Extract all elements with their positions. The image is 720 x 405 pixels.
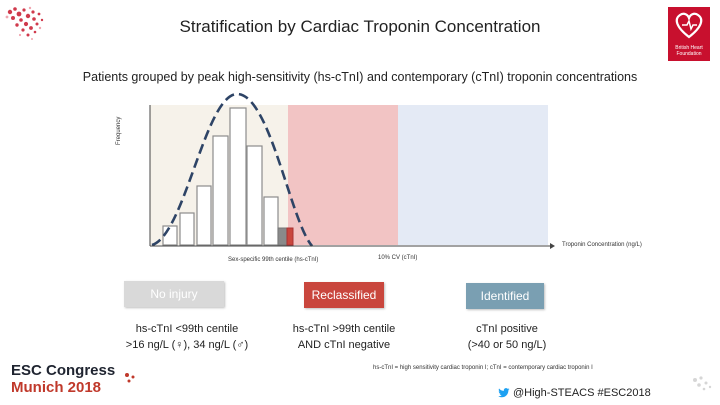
- histogram-bar-3: [196, 185, 212, 246]
- no-injury-line2: >16 ng/L (♀), 34 ng/L (♂): [125, 339, 249, 351]
- esc-dots-icon: [125, 373, 135, 383]
- x-axis-arrow-icon: [550, 243, 555, 249]
- histogram-bar-tail-grey: [277, 227, 288, 246]
- page-subtitle: Patients grouped by peak high-sensitivit…: [82, 70, 638, 84]
- twitter-handle: @High-STEACS #ESC2018: [498, 387, 651, 399]
- decorative-dots-top: [5, 6, 44, 40]
- esc-congress-line1: ESC Congress: [11, 362, 116, 379]
- no-injury-button: No injury: [124, 281, 224, 307]
- histogram-bar-6: [246, 145, 263, 246]
- threshold-99th-label: Sex-specific 99th centile (hs-cTnI): [228, 257, 319, 263]
- reclassified-button: Reclassified: [304, 282, 384, 308]
- x-axis-label: Troponin Concentration (ng/L): [562, 242, 642, 248]
- no-injury-line1: hs-cTnI <99th centile: [135, 323, 239, 335]
- histogram-bar-4: [212, 135, 229, 246]
- identified-line1: cTnI positive: [476, 323, 538, 335]
- decorative-dots-bottom: [693, 376, 712, 391]
- bhf-logo-text: British Heart Foundation: [675, 45, 703, 57]
- histogram-bar-2: [179, 212, 195, 246]
- no-injury-description: hs-cTnI <99th centile >16 ng/L (♀), 34 n…: [112, 321, 262, 353]
- y-axis-label: Frequency: [116, 116, 122, 145]
- identified-button: Identified: [466, 283, 544, 309]
- histogram-bar-7: [263, 196, 279, 246]
- esc-congress-logo: ESC Congress Munich 2018: [11, 362, 115, 396]
- distribution-curve: [151, 92, 314, 247]
- twitter-bird-icon: [498, 388, 510, 398]
- bhf-logo: British Heart Foundation: [668, 7, 710, 61]
- reclassified-description: hs-cTnI >99th centile AND cTnI negative: [282, 321, 406, 353]
- footnote: hs-cTnI = high sensitivity cardiac tropo…: [373, 365, 593, 371]
- twitter-handle-text: @High-STEACS #ESC2018: [513, 387, 651, 399]
- zone-reclassified: [288, 105, 398, 245]
- identified-line2: (>40 or 50 ng/L): [467, 339, 547, 351]
- histogram-bar-5: [229, 107, 247, 246]
- reclassified-line2: AND cTnI negative: [297, 339, 391, 351]
- threshold-cv-label: 10% CV (cTnI): [378, 255, 418, 261]
- histogram-bar-tail-red: [286, 227, 294, 246]
- reclassified-line1: hs-cTnI >99th centile: [292, 323, 396, 335]
- identified-description: cTnI positive (>40 or 50 ng/L): [452, 321, 562, 353]
- page-title: Stratification by Cardiac Troponin Conce…: [179, 17, 541, 36]
- esc-congress-line2: Munich 2018: [11, 379, 102, 396]
- zone-identified: [398, 105, 548, 245]
- heart-logo-icon: [675, 12, 703, 39]
